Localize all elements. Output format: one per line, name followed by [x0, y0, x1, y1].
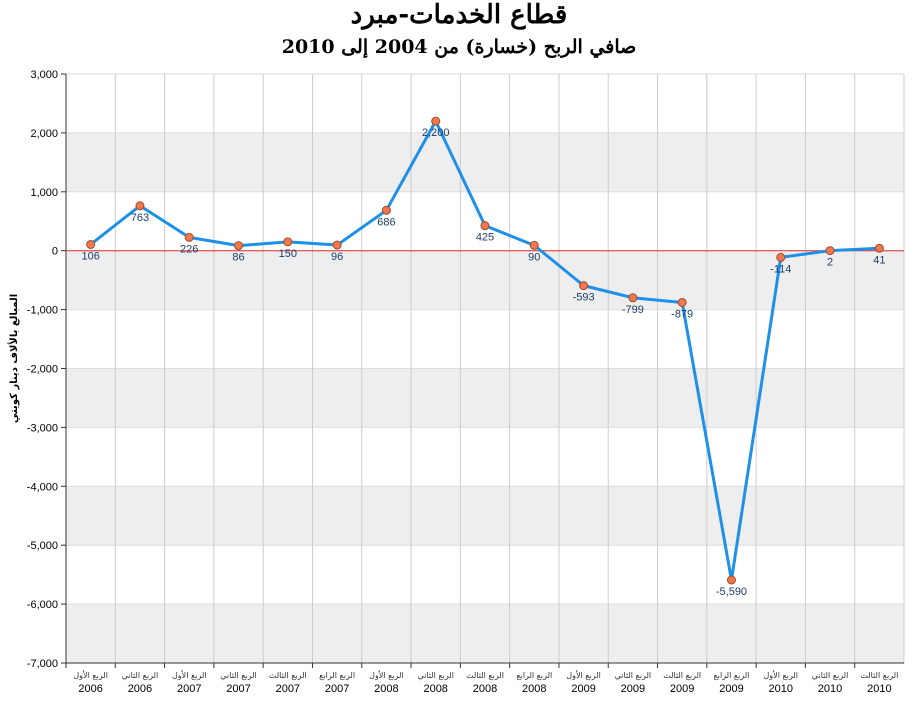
data-label: -879 — [671, 308, 693, 320]
x-tick-year-label: 2009 — [571, 683, 595, 695]
x-tick-year-label: 2010 — [769, 683, 793, 695]
y-tick-label: -1,000 — [27, 305, 58, 317]
x-tick-year-label: 2007 — [276, 683, 300, 695]
x-tick-year-label: 2009 — [621, 683, 645, 695]
data-label: 90 — [528, 251, 540, 263]
x-tick-quarter-label: الربع الرابع — [714, 671, 750, 680]
data-label: -593 — [573, 292, 595, 304]
data-label: 96 — [331, 251, 343, 263]
data-label: 2,200 — [422, 127, 450, 139]
x-tick-quarter-label: الربع الأول — [73, 670, 108, 680]
data-point — [480, 221, 490, 231]
y-tick-label: 0 — [52, 246, 58, 258]
x-tick-quarter-label: الربع الثاني — [417, 671, 454, 680]
data-point — [726, 575, 736, 585]
y-tick-label: -7,000 — [27, 658, 58, 670]
x-tick-quarter-label: الربع الأول — [566, 670, 601, 680]
y-tick-label: -5,000 — [27, 540, 58, 552]
x-tick-quarter-label: الربع الثاني — [220, 671, 257, 680]
data-label: 425 — [476, 232, 494, 244]
x-tick-year-label: 2008 — [473, 683, 497, 695]
y-tick-label: 2,000 — [30, 128, 58, 140]
data-point — [628, 293, 638, 303]
data-point — [579, 281, 589, 291]
x-tick-quarter-label: الربع الرابع — [319, 671, 355, 680]
x-tick-quarter-label: الربع الرابع — [516, 671, 552, 680]
x-tick-quarter-label: الربع الثاني — [615, 671, 652, 680]
data-label: 2 — [827, 257, 833, 269]
x-tick-quarter-label: الربع الأول — [369, 670, 404, 680]
x-tick-year-label: 2006 — [128, 683, 152, 695]
x-tick-year-label: 2007 — [226, 683, 250, 695]
data-point — [677, 297, 687, 307]
y-axis-label: المبالغ بالألاف دينار كويتي — [7, 294, 20, 423]
x-tick-year-label: 2009 — [670, 683, 694, 695]
data-point — [332, 240, 342, 250]
data-point — [825, 246, 835, 256]
y-tick-label: -2,000 — [27, 364, 58, 376]
data-label: -799 — [622, 304, 644, 316]
y-tick-label: 3,000 — [30, 69, 58, 81]
data-point — [283, 237, 293, 247]
x-tick-quarter-label: الربع الأول — [763, 670, 798, 680]
data-label: -114 — [770, 263, 791, 275]
x-tick-year-label: 2007 — [325, 683, 349, 695]
y-tick-label: 1,000 — [30, 187, 58, 199]
data-point — [381, 205, 391, 215]
x-tick-year-label: 2009 — [719, 683, 743, 695]
data-label: 763 — [131, 212, 149, 224]
data-point — [184, 232, 194, 242]
grid-band — [66, 250, 904, 310]
grid-band — [66, 486, 904, 546]
data-label: 150 — [279, 248, 297, 260]
data-point — [234, 241, 244, 251]
data-label: 86 — [232, 252, 244, 264]
y-tick-label: -3,000 — [27, 422, 58, 434]
x-tick-quarter-label: الربع الثالث — [466, 671, 504, 680]
x-tick-quarter-label: الربع الثالث — [860, 671, 898, 680]
x-tick-quarter-label: الربع الأول — [172, 670, 207, 680]
grid-band — [66, 604, 904, 663]
x-tick-quarter-label: الربع الثالث — [269, 671, 307, 680]
data-label: 226 — [180, 243, 198, 255]
x-tick-quarter-label: الربع الثاني — [812, 671, 849, 680]
data-point — [431, 116, 441, 126]
data-point — [135, 201, 145, 211]
x-tick-year-label: 2007 — [177, 683, 201, 695]
y-tick-label: -4,000 — [27, 481, 58, 493]
data-point — [529, 240, 539, 250]
x-tick-year-label: 2008 — [522, 683, 546, 695]
data-point — [874, 243, 884, 253]
x-tick-quarter-label: الربع الثالث — [663, 671, 701, 680]
x-tick-year-label: 2010 — [867, 683, 891, 695]
grid-band — [66, 368, 904, 428]
data-point — [776, 252, 786, 262]
grid-band — [66, 132, 904, 192]
data-label: 686 — [377, 216, 395, 228]
x-tick-year-label: 2010 — [818, 683, 842, 695]
y-tick-label: -6,000 — [27, 599, 58, 611]
x-tick-year-label: 2008 — [374, 683, 398, 695]
data-label: -5,590 — [716, 586, 747, 598]
data-label: 106 — [81, 250, 99, 262]
chart-title: قطاع الخدمات-مبرد — [350, 0, 568, 30]
x-tick-year-label: 2006 — [78, 683, 102, 695]
data-label: 41 — [873, 254, 885, 266]
x-tick-year-label: 2008 — [423, 683, 447, 695]
chart-subtitle: صافي الربح (خسارة) من 2004 إلى 2010 — [281, 36, 637, 58]
x-tick-quarter-label: الربع الثاني — [122, 671, 159, 680]
data-point — [86, 239, 96, 249]
